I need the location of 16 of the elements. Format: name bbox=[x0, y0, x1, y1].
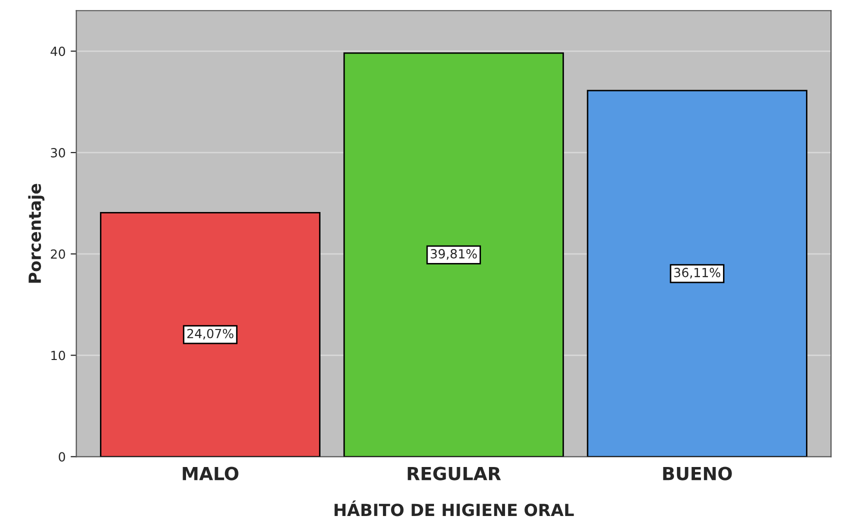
x-axis-title: HÁBITO DE HIGIENE ORAL bbox=[334, 500, 574, 516]
data-label: 36,11% bbox=[674, 268, 720, 279]
bar bbox=[586, 90, 808, 457]
y-axis-title: Porcentaje bbox=[28, 184, 44, 283]
y-tick-label: 10 bbox=[51, 350, 66, 360]
y-tick-label: 40 bbox=[50, 46, 66, 56]
x-tick-label: MALO bbox=[182, 466, 238, 480]
bar bbox=[100, 212, 320, 457]
data-label: 24,07% bbox=[187, 328, 234, 340]
y-tick-label: 30 bbox=[50, 148, 66, 158]
bar bbox=[343, 52, 564, 457]
y-tick-label: 20 bbox=[50, 249, 66, 259]
y-tick-label: 0 bbox=[58, 452, 66, 462]
x-tick-label: REGULAR bbox=[408, 466, 501, 480]
data-label: 39,81% bbox=[430, 249, 477, 260]
x-tick-label: BUENO bbox=[663, 466, 732, 480]
